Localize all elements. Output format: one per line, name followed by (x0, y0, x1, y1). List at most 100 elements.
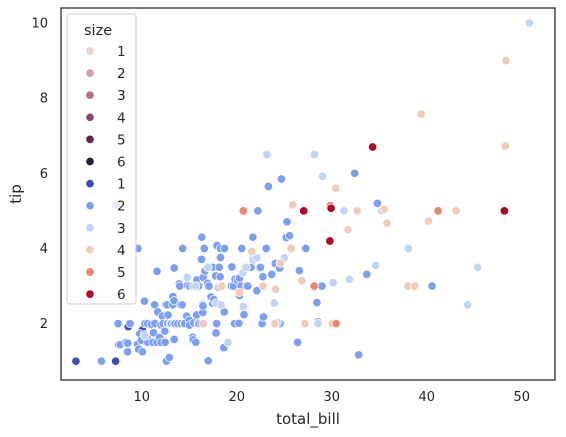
y-tick-label: 2 (40, 317, 48, 332)
legend-marker (85, 267, 95, 277)
data-point (198, 319, 208, 329)
data-point (403, 243, 413, 254)
data-point (252, 253, 262, 263)
data-point (123, 347, 133, 357)
data-point (368, 142, 378, 152)
x-tick-label: 10 (134, 390, 151, 405)
legend-marker (85, 134, 95, 144)
data-point (524, 18, 534, 28)
data-point (252, 286, 262, 296)
legend-entry-label: 6 (117, 155, 126, 171)
data-point (243, 281, 253, 291)
data-point (275, 258, 285, 268)
legend-marker (85, 46, 95, 56)
data-point (326, 203, 336, 213)
data-point (258, 312, 269, 322)
legend-entry-label: 4 (117, 110, 126, 126)
data-point (199, 243, 209, 254)
data-point (276, 174, 287, 184)
data-point (164, 352, 174, 363)
legend-marker (85, 201, 95, 211)
data-point (198, 301, 208, 311)
data-point (234, 287, 244, 297)
data-point (96, 356, 106, 366)
legend-entry-label: 3 (117, 221, 126, 237)
data-point (343, 225, 353, 235)
data-point (215, 272, 225, 282)
data-point (169, 334, 179, 344)
data-point (262, 149, 272, 160)
data-point (204, 281, 214, 291)
data-point (234, 318, 244, 328)
legend-entry-label: 5 (117, 265, 126, 281)
legend-entry-label: 3 (117, 88, 126, 104)
legend-marker (85, 223, 95, 233)
data-point (258, 272, 268, 282)
legend-entry-label: 1 (117, 177, 126, 193)
data-point (331, 183, 341, 193)
data-point (350, 168, 360, 178)
data-point (203, 356, 213, 366)
legend-entry-label: 6 (117, 287, 126, 303)
x-axis-ticks: 10 20 30 40 50 (134, 390, 531, 405)
data-point (169, 296, 179, 306)
data-point (473, 262, 483, 272)
data-point (339, 206, 349, 216)
x-tick-label: 40 (419, 390, 436, 405)
data-point (301, 243, 311, 254)
data-point (352, 206, 362, 216)
data-point (317, 281, 327, 291)
data-point (140, 331, 150, 341)
y-tick-label: 10 (31, 17, 48, 32)
data-point (241, 262, 251, 272)
x-tick-label: 30 (324, 390, 341, 405)
y-tick-label: 4 (40, 242, 48, 257)
data-point (309, 281, 319, 291)
data-point (239, 310, 249, 320)
x-tick-label: 20 (229, 390, 246, 405)
data-point (182, 272, 192, 282)
data-point (238, 302, 248, 312)
data-point (427, 281, 437, 291)
data-point (219, 243, 230, 254)
data-point (299, 206, 309, 216)
data-point (169, 263, 179, 273)
data-point (148, 328, 159, 338)
data-point (288, 200, 298, 210)
legend-entry-label: 1 (117, 44, 126, 60)
data-point (328, 278, 338, 288)
data-point (372, 198, 382, 208)
data-point (238, 206, 248, 216)
data-point (247, 246, 257, 257)
data-point (139, 296, 150, 306)
data-point (451, 206, 461, 216)
y-tick-label: 6 (40, 167, 48, 182)
data-point (160, 337, 170, 347)
data-point (312, 298, 322, 308)
data-point (253, 206, 263, 216)
data-point (309, 149, 319, 160)
data-point (191, 281, 201, 291)
legend-marker (85, 68, 95, 78)
data-point (331, 319, 341, 329)
data-point (294, 266, 304, 276)
data-point (215, 252, 226, 263)
data-point (317, 171, 328, 181)
data-point (211, 328, 221, 338)
data-point (371, 260, 381, 270)
data-point (113, 319, 123, 329)
legend-box (66, 13, 137, 305)
data-point (267, 269, 277, 279)
data-point (196, 254, 207, 264)
legend-marker (85, 112, 95, 122)
legend-marker (85, 289, 95, 299)
data-point (237, 243, 247, 254)
data-point (197, 232, 207, 242)
data-point (313, 319, 323, 329)
points-layer (71, 18, 534, 366)
legend-marker (85, 90, 95, 100)
data-point (269, 298, 279, 308)
data-point (125, 319, 135, 329)
data-point (410, 281, 420, 291)
